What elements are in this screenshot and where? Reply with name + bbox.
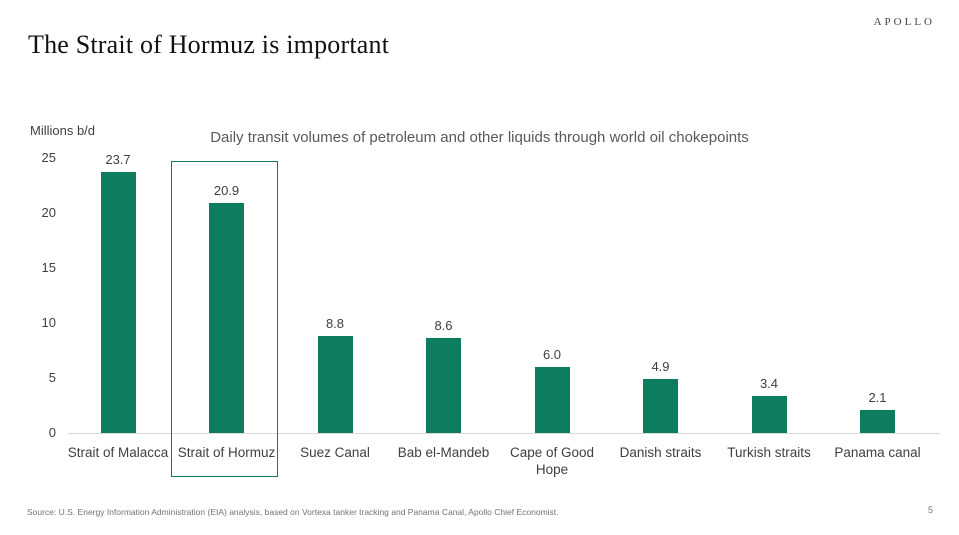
bar-value-cape-of-good-hope: 6.0 — [542, 347, 562, 362]
bar-bab-el-mandeb — [426, 338, 461, 433]
y-tick-label: 10 — [41, 315, 56, 330]
bar-value-strait-of-malacca: 23.7 — [105, 152, 131, 168]
x-label-strait-of-hormuz: Strait of Hormuz — [177, 445, 276, 460]
apollo-logo: APOLLO — [873, 16, 935, 28]
x-label-danish-straits: Danish straits — [619, 445, 702, 460]
highlight-box-strait-of-hormuz — [170, 160, 278, 477]
y-tick-label: 5 — [48, 370, 56, 385]
bar-value-panama-canal: 2.1 — [868, 389, 887, 405]
y-tick-label: 0 — [48, 425, 56, 440]
bar-danish-straits — [643, 379, 678, 433]
x-label-suez-canal: Suez Canal — [300, 445, 370, 460]
y-tick-label: 15 — [41, 260, 56, 275]
bar-value-suez-canal: 8.8 — [325, 316, 345, 332]
page-number: 5 — [927, 505, 933, 515]
y-tick-label: 25 — [41, 150, 56, 165]
y-axis-unit-label: Millions b/d — [30, 123, 96, 138]
bar-strait-of-malacca — [100, 172, 136, 433]
bar-suez-canal — [317, 336, 353, 433]
bar-value-bab-el-mandeb: 8.6 — [434, 318, 453, 334]
bar-value-danish-straits: 4.9 — [651, 359, 670, 375]
bar-panama-canal — [860, 409, 895, 433]
y-tick-label: 20 — [41, 205, 56, 220]
bar-strait-of-hormuz — [209, 203, 244, 433]
x-label-bab-el-mandeb: Bab el-Mandeb — [397, 445, 490, 460]
x-label-panama-canal: Panama canal — [834, 445, 921, 460]
page-title: The Strait of Hormuz is important — [28, 30, 390, 59]
bar-turkish-straits — [751, 395, 787, 433]
bar-cape-of-good-hope — [534, 367, 570, 433]
x-label-turkish-straits: Turkish straits — [727, 445, 811, 460]
bar-value-strait-of-hormuz: 20.9 — [213, 183, 240, 199]
source-note: Source: U.S. Energy Information Administ… — [27, 507, 559, 517]
x-label-cape-of-good-hope: Cape of Good Hope — [509, 445, 595, 477]
chart-title: Daily transit volumes of petroleum and o… — [210, 129, 749, 146]
x-label-strait-of-malacca: Strait of Malacca — [67, 445, 169, 460]
x-axis-line — [68, 433, 940, 434]
bar-value-turkish-straits: 3.4 — [759, 375, 779, 391]
